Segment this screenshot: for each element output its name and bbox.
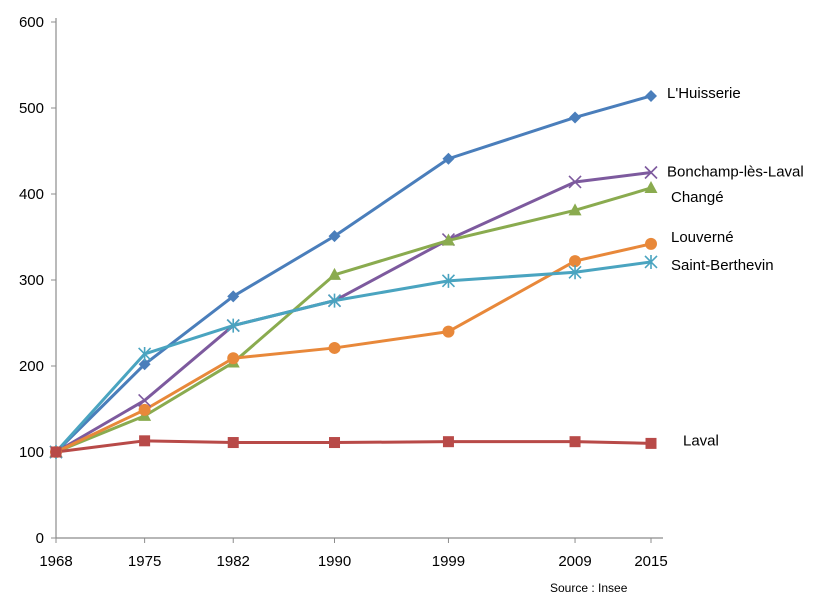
marker-louverne bbox=[227, 352, 240, 365]
series-lines bbox=[54, 94, 652, 454]
marker-laval bbox=[442, 436, 454, 448]
marker-l-huisserie bbox=[227, 290, 240, 303]
series-label-l-huisserie: L'Huisserie bbox=[667, 85, 741, 102]
x-tick-label: 1968 bbox=[39, 553, 72, 570]
x-tick-label: 2015 bbox=[634, 553, 667, 570]
x-tick-label: 1999 bbox=[432, 553, 465, 570]
source-note: Source : Insee bbox=[550, 581, 628, 594]
marker-louverne bbox=[442, 325, 455, 338]
marker-l-huisserie bbox=[645, 89, 657, 102]
marker-saint-berthevin bbox=[568, 265, 582, 280]
tick-labels: 0 100 200 300 400 500 600 1968 1975 1982 1990 1999 2… bbox=[19, 14, 668, 570]
marker-change bbox=[328, 267, 342, 280]
marker-bonchamp-les-laval bbox=[568, 175, 582, 189]
marker-change bbox=[441, 233, 455, 246]
marker-laval bbox=[645, 437, 657, 449]
y-tick-label: 500 bbox=[19, 100, 44, 117]
series-label-saint-berthevin: Saint-Berthevin bbox=[671, 257, 774, 274]
series-label-bonchamp-les-laval: Bonchamp-lès-Laval bbox=[667, 164, 804, 181]
y-tick-label: 600 bbox=[19, 14, 44, 31]
y-tick-label: 0 bbox=[36, 530, 44, 547]
marker-bonchamp-les-laval bbox=[644, 165, 658, 180]
x-tick-label: 1975 bbox=[128, 553, 161, 570]
y-tick-label: 200 bbox=[19, 358, 44, 375]
marker-saint-berthevin bbox=[138, 346, 152, 361]
marker-l-huisserie bbox=[138, 358, 151, 371]
y-tick-label: 400 bbox=[19, 186, 44, 203]
axes bbox=[51, 18, 663, 543]
series-label-laval: Laval bbox=[683, 432, 719, 449]
x-tick-label: 1990 bbox=[318, 553, 351, 570]
marker-laval bbox=[139, 435, 151, 447]
marker-l-huisserie bbox=[442, 152, 455, 165]
marker-saint-berthevin bbox=[226, 318, 240, 333]
series-labels: L'Huisserie Bonchamp-lès-Laval Changé Louve… bbox=[667, 85, 804, 449]
marker-louverne bbox=[569, 255, 582, 268]
marker-louverne bbox=[138, 403, 151, 416]
series-label-change: Changé bbox=[671, 189, 724, 206]
marker-change bbox=[568, 203, 582, 216]
marker-laval bbox=[569, 436, 581, 448]
marker-laval bbox=[227, 437, 239, 449]
y-tick-label: 300 bbox=[19, 272, 44, 289]
marker-saint-berthevin bbox=[327, 293, 342, 308]
marker-louverne bbox=[645, 237, 657, 250]
marker-change bbox=[644, 180, 658, 193]
marker-laval bbox=[329, 437, 341, 449]
series-label-louverne: Louverné bbox=[671, 229, 734, 246]
x-tick-label: 2009 bbox=[558, 553, 591, 570]
x-tick-label: 1982 bbox=[217, 553, 250, 570]
marker-laval bbox=[50, 446, 62, 458]
marker-louverne bbox=[328, 341, 341, 354]
marker-saint-berthevin bbox=[644, 254, 658, 269]
marker-l-huisserie bbox=[569, 111, 582, 124]
y-tick-label: 100 bbox=[19, 444, 44, 461]
marker-bonchamp-les-laval bbox=[138, 393, 152, 407]
marker-saint-berthevin bbox=[441, 273, 456, 288]
series-markers bbox=[49, 89, 658, 459]
marker-l-huisserie bbox=[328, 230, 341, 243]
